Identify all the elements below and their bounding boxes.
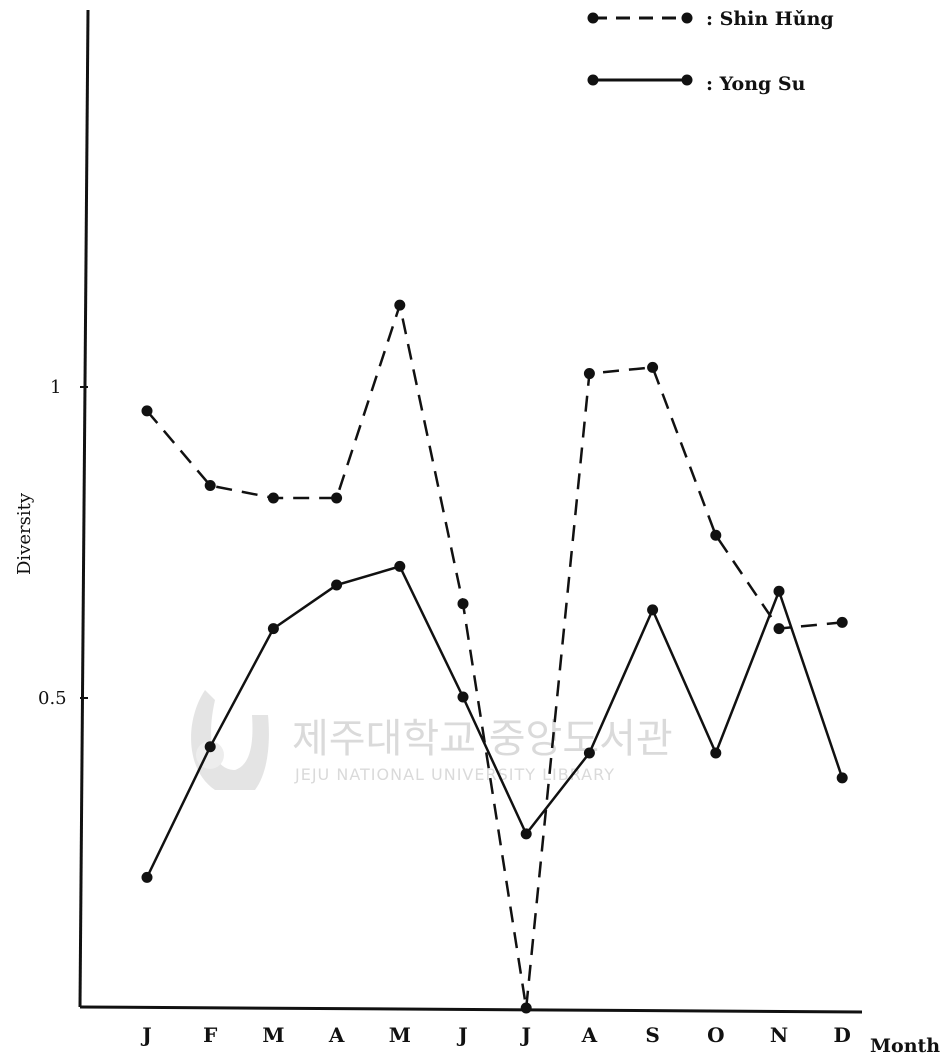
- x-tick-label-11: N: [770, 1023, 788, 1047]
- series-2-point-5: [394, 560, 406, 572]
- series-1-line: [146, 300, 843, 1009]
- x-axis-title: Month: [870, 1035, 940, 1057]
- legend-dashed-marker-left: [587, 12, 599, 24]
- legend-label-shin-hung: : Shin Hǔng: [706, 8, 834, 30]
- series-2-point-4: [331, 579, 343, 591]
- series-2-point-1: [141, 871, 153, 883]
- y-tick-label-1: 1: [50, 377, 61, 398]
- series-2-point-3: [267, 623, 279, 635]
- watermark-english: JEJU NATIONAL UNIVERSITY LIBRARY: [294, 765, 615, 784]
- series-1-point-4: [331, 492, 343, 504]
- series-1-point-5: [394, 299, 406, 311]
- x-tick-label-9: S: [645, 1023, 659, 1047]
- legend-label-yong-su: : Yong Su: [706, 73, 806, 95]
- x-tick-label-5: M: [389, 1023, 411, 1047]
- legend-dashed-marker-right: [681, 12, 693, 24]
- series-1-point-1: [141, 405, 153, 417]
- series-2: [141, 560, 848, 883]
- series-2-point-9: [647, 604, 659, 616]
- series-2-line: [145, 564, 844, 878]
- series-1-point-12: [836, 616, 848, 628]
- legend-solid-marker-left: [587, 74, 599, 86]
- legend-solid-marker-right: [681, 74, 693, 86]
- x-tick-label-3: M: [262, 1023, 284, 1047]
- series-1-point-11: [773, 623, 785, 635]
- series-1-point-3: [267, 492, 279, 504]
- series-1-point-2: [204, 480, 216, 492]
- series-2-point-10: [710, 747, 722, 759]
- series-1-point-9: [647, 361, 659, 373]
- series-2-point-12: [836, 772, 848, 784]
- x-tick-label-4: A: [328, 1023, 345, 1047]
- y-axis-line: [78, 9, 90, 1008]
- x-tick-label-7: J: [519, 1023, 530, 1047]
- series-2-point-2: [204, 741, 216, 753]
- series-1: [141, 299, 848, 1014]
- legend: : Shin Hǔng : Yong Su: [587, 8, 834, 95]
- x-tick-label-8: A: [581, 1023, 598, 1047]
- series-1-point-8: [583, 368, 595, 380]
- x-tick-label-2: F: [203, 1023, 217, 1047]
- series-2-point-6: [457, 691, 469, 703]
- series-1-point-10: [710, 529, 722, 541]
- library-logo: [191, 690, 269, 790]
- x-tick-label-1: J: [140, 1023, 151, 1047]
- y-axis-title: Diversity: [14, 492, 35, 575]
- series-2-point-7: [520, 828, 532, 840]
- series-1-point-6: [457, 598, 469, 610]
- x-tick-label-12: D: [834, 1023, 851, 1047]
- series-1-point-7: [520, 1002, 532, 1014]
- y-tick-label-0-5: 0.5: [38, 688, 67, 709]
- library-watermark: 제주대학교 중앙도서관 JEJU NATIONAL UNIVERSITY LIB…: [191, 690, 673, 790]
- x-axis-line: [79, 1005, 863, 1014]
- series-layer: [141, 299, 848, 1014]
- series-2-point-11: [773, 585, 785, 597]
- series-2-point-8: [583, 747, 595, 759]
- x-tick-label-6: J: [456, 1023, 467, 1047]
- x-tick-label-10: O: [707, 1023, 724, 1047]
